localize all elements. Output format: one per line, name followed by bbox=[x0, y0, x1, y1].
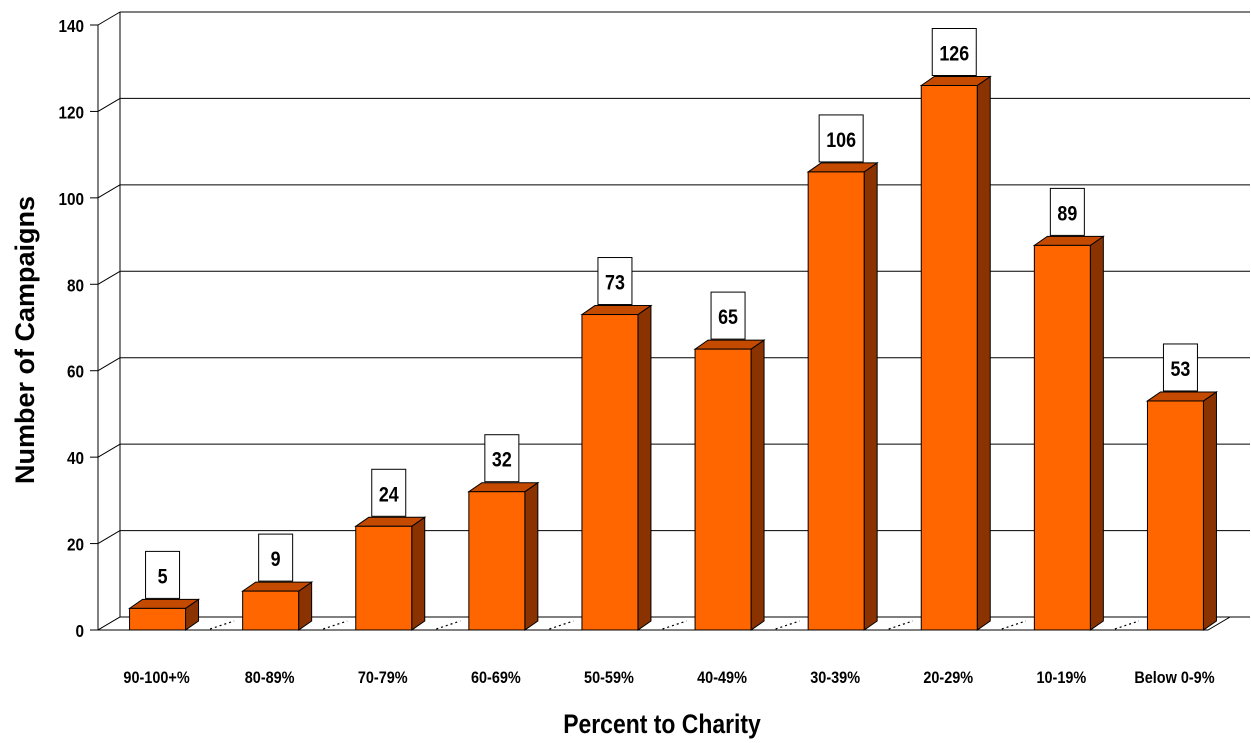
y-tick-label: 0 bbox=[75, 621, 84, 641]
bar-side bbox=[1089, 235, 1104, 631]
y-tick-label: 40 bbox=[67, 448, 84, 468]
data-label: 32 bbox=[492, 448, 512, 472]
data-label: 53 bbox=[1171, 358, 1191, 382]
bar-top bbox=[806, 162, 879, 173]
y-tick-label: 120 bbox=[58, 102, 84, 122]
bar-side bbox=[637, 304, 652, 631]
data-label-box bbox=[931, 28, 977, 76]
gridline-wall bbox=[97, 97, 121, 112]
y-tick-label: 100 bbox=[58, 189, 84, 209]
bar bbox=[580, 304, 653, 631]
data-label: 126 bbox=[939, 42, 969, 66]
bar bbox=[693, 339, 766, 631]
bar-top bbox=[241, 581, 314, 592]
bar-side bbox=[1202, 391, 1217, 631]
gridline-wall bbox=[97, 11, 121, 26]
x-axis-title: Percent to Charity bbox=[563, 709, 761, 739]
x-tick-label: 30-39% bbox=[810, 669, 860, 687]
bar-front bbox=[129, 607, 187, 631]
bar-side bbox=[976, 75, 991, 631]
bar-front bbox=[581, 314, 639, 631]
bar-top bbox=[919, 76, 992, 86]
data-label: 24 bbox=[379, 483, 399, 507]
bar-front bbox=[1033, 244, 1091, 631]
bar-top bbox=[1032, 235, 1105, 246]
data-label-box bbox=[1049, 187, 1085, 236]
gridline-wall bbox=[97, 184, 121, 199]
floor-divider bbox=[549, 620, 574, 630]
bar-top bbox=[467, 482, 540, 493]
data-label-box bbox=[597, 257, 633, 306]
bar-top bbox=[580, 305, 653, 316]
bar-top bbox=[354, 516, 427, 527]
x-tick-label: 80-89% bbox=[245, 669, 295, 687]
x-tick-label: 90-100+% bbox=[123, 669, 189, 687]
gridline-wall bbox=[97, 357, 121, 372]
data-label-box bbox=[258, 533, 294, 582]
y-tick-label: 80 bbox=[67, 275, 84, 295]
floor-divider bbox=[323, 620, 348, 630]
y-tick-label: 60 bbox=[67, 362, 84, 382]
bar-top bbox=[693, 339, 766, 350]
y-tick-label: 140 bbox=[58, 16, 84, 36]
bar bbox=[1032, 235, 1105, 631]
floor-divider bbox=[662, 620, 687, 630]
bar bbox=[919, 75, 992, 631]
data-label-box bbox=[371, 468, 407, 517]
data-label-box bbox=[145, 550, 181, 599]
floor-divider bbox=[775, 620, 800, 630]
floor-divider bbox=[1114, 620, 1140, 630]
bar-front bbox=[807, 171, 865, 631]
bar bbox=[241, 581, 314, 631]
gridline-wall bbox=[97, 270, 121, 285]
data-label-box bbox=[710, 291, 746, 340]
x-tick-label: 70-79% bbox=[358, 669, 408, 687]
gridline-wall bbox=[97, 530, 121, 545]
bar-side bbox=[411, 516, 426, 631]
bar bbox=[354, 516, 427, 631]
bar bbox=[127, 598, 201, 631]
bar bbox=[806, 161, 879, 631]
data-label: 106 bbox=[826, 129, 856, 153]
gridlines bbox=[97, 11, 1250, 631]
data-label: 89 bbox=[1057, 202, 1077, 226]
floor-divider bbox=[1001, 620, 1026, 630]
bar-front bbox=[694, 348, 752, 631]
bar-side bbox=[524, 481, 539, 631]
y-tick-label: 20 bbox=[67, 534, 84, 554]
bar-front bbox=[355, 525, 413, 631]
x-tick-label: 20-29% bbox=[923, 669, 973, 687]
x-tick-label: 10-19% bbox=[1036, 669, 1086, 687]
gridline-wall bbox=[97, 443, 121, 458]
labels: 0 20 40 60 80 100 120 140 5 90-100+% 9 80-89% 24 70-7… bbox=[58, 16, 1214, 687]
bar-top bbox=[127, 598, 201, 609]
floor-divider bbox=[209, 620, 235, 630]
floor-divider bbox=[436, 620, 461, 630]
data-label-box bbox=[484, 434, 520, 483]
x-tick-label: 50-59% bbox=[584, 669, 634, 687]
bar bbox=[1145, 391, 1219, 631]
y-axis-title: Number of Campaigns bbox=[10, 196, 40, 484]
x-tick-label: 40-49% bbox=[697, 669, 747, 687]
bar-side bbox=[750, 339, 765, 631]
data-label: 9 bbox=[271, 548, 281, 572]
bar-side bbox=[863, 161, 878, 631]
bars bbox=[127, 75, 1219, 631]
bar-front bbox=[242, 590, 300, 631]
x-tick-label: 60-69% bbox=[471, 669, 521, 687]
bar-front bbox=[1146, 400, 1204, 631]
floor-divider bbox=[888, 620, 913, 630]
x-tick-label: Below 0-9% bbox=[1134, 669, 1214, 687]
data-label-box bbox=[1162, 343, 1198, 392]
data-label: 73 bbox=[605, 271, 625, 295]
bar-front bbox=[920, 85, 978, 631]
data-label: 5 bbox=[158, 565, 168, 589]
bar bbox=[467, 481, 540, 631]
data-label: 65 bbox=[718, 306, 738, 330]
bar-top bbox=[1145, 391, 1219, 402]
data-label-box bbox=[818, 114, 864, 163]
bar-front bbox=[468, 491, 526, 631]
